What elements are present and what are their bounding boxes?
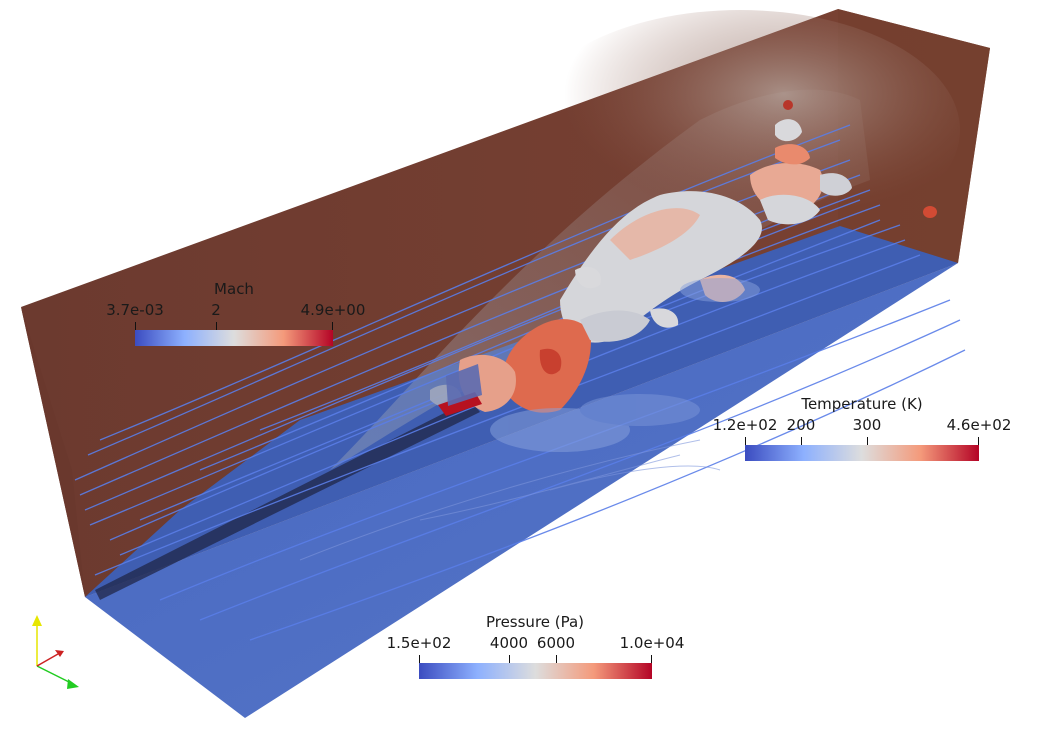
z-axis-arrow-icon <box>55 650 64 657</box>
tick-label: 4.9e+00 <box>300 301 366 319</box>
tick-label: 1.2e+02 <box>712 416 778 434</box>
x-axis-arrow-icon <box>67 679 79 689</box>
tick-label: 3.7e-03 <box>106 301 164 319</box>
iso-surfaces <box>430 100 937 413</box>
colorbar <box>419 663 652 679</box>
tick-label: 1.5e+02 <box>386 634 452 652</box>
y-axis-arrow-icon <box>32 615 42 626</box>
inlet-housing <box>446 364 482 406</box>
tick-mark <box>332 322 333 331</box>
tick-label: 4000 <box>489 634 529 652</box>
tick-mark <box>867 437 868 446</box>
tick-label: 6000 <box>536 634 576 652</box>
floor-wake <box>490 278 760 452</box>
tick-label: 2 <box>211 301 221 319</box>
tick-mark <box>135 322 136 331</box>
floor-front <box>85 263 958 718</box>
tick-label: 1.0e+04 <box>619 634 685 652</box>
tick-mark <box>556 655 557 664</box>
tick-mark <box>651 655 652 664</box>
tick-mark <box>419 655 420 664</box>
tick-mark <box>509 655 510 664</box>
tick-mark <box>978 437 979 446</box>
tick-label: 4.6e+02 <box>946 416 1012 434</box>
floor-streaks <box>299 439 721 561</box>
legend-title: Pressure (Pa) <box>485 613 585 631</box>
colorbar <box>745 445 979 461</box>
floor-plane <box>85 226 958 597</box>
channel-edge <box>95 400 480 600</box>
tick-label: 300 <box>852 416 882 434</box>
legend-title: Mach <box>214 280 254 298</box>
orientation-axes <box>32 615 79 689</box>
legend-mach: Mach 3.7e-03 2 4.9e+00 <box>106 280 365 350</box>
legend-pressure: Pressure (Pa) 1.5e+02 4000 6000 1.0e+04 <box>387 613 684 683</box>
tick-mark <box>216 322 217 331</box>
wall-left-edge <box>21 307 85 597</box>
legend-temperature: Temperature (K) 1.2e+02 200 300 4.6e+02 <box>713 395 1011 465</box>
tick-mark <box>801 437 802 446</box>
tick-label: 200 <box>786 416 816 434</box>
legend-title: Temperature (K) <box>801 395 923 413</box>
tick-mark <box>745 437 746 446</box>
colorbar <box>135 330 333 346</box>
